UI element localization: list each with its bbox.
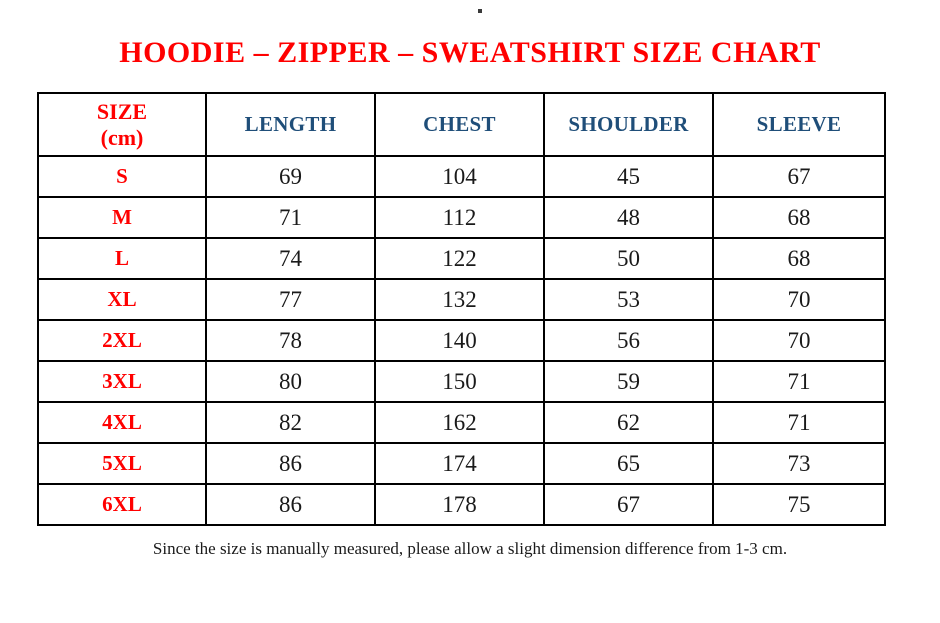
table-header-row: SIZE (cm) LENGTH CHEST SHOULDER SLEEVE (37, 92, 886, 157)
page-title: HOODIE – ZIPPER – SWEATSHIRT SIZE CHART (119, 36, 821, 69)
table-row-xl: XL 77 132 53 70 (37, 278, 886, 321)
table-row-l: L 74 122 50 68 (37, 237, 886, 280)
shoulder-value: 50 (543, 237, 714, 280)
size-label: S (37, 155, 207, 198)
size-label: L (37, 237, 207, 280)
size-header-line2: (cm) (100, 124, 144, 150)
chest-value: 104 (374, 155, 545, 198)
sleeve-value: 70 (712, 319, 886, 362)
sleeve-value: 73 (712, 442, 886, 485)
column-header-shoulder: SHOULDER (543, 92, 714, 157)
shoulder-value: 65 (543, 442, 714, 485)
sleeve-value: 71 (712, 360, 886, 403)
size-label: 5XL (37, 442, 207, 485)
length-value: 71 (205, 196, 376, 239)
length-value: 77 (205, 278, 376, 321)
table-row-4xl: 4XL 82 162 62 71 (37, 401, 886, 444)
chest-value: 150 (374, 360, 545, 403)
column-header-chest: CHEST (374, 92, 545, 157)
table-row-2xl: 2XL 78 140 56 70 (37, 319, 886, 362)
size-label: M (37, 196, 207, 239)
sleeve-value: 75 (712, 483, 886, 526)
sleeve-value: 67 (712, 155, 886, 198)
shoulder-value: 59 (543, 360, 714, 403)
size-label: 3XL (37, 360, 207, 403)
size-label: 6XL (37, 483, 207, 526)
length-value: 74 (205, 237, 376, 280)
chest-value: 122 (374, 237, 545, 280)
table-row-6xl: 6XL 86 178 67 75 (37, 483, 886, 526)
chest-value: 140 (374, 319, 545, 362)
sleeve-value: 68 (712, 196, 886, 239)
chest-value: 132 (374, 278, 545, 321)
column-header-length: LENGTH (205, 92, 376, 157)
sleeve-value: 71 (712, 401, 886, 444)
table-row-m: M 71 112 48 68 (37, 196, 886, 239)
chest-value: 112 (374, 196, 545, 239)
length-value: 86 (205, 483, 376, 526)
sleeve-value: 70 (712, 278, 886, 321)
length-value: 80 (205, 360, 376, 403)
shoulder-value: 45 (543, 155, 714, 198)
length-value: 82 (205, 401, 376, 444)
length-value: 86 (205, 442, 376, 485)
size-label: 2XL (37, 319, 207, 362)
tiny-dot-mark (478, 9, 482, 13)
length-value: 78 (205, 319, 376, 362)
shoulder-value: 62 (543, 401, 714, 444)
table-row-5xl: 5XL 86 174 65 73 (37, 442, 886, 485)
chest-value: 162 (374, 401, 545, 444)
chest-value: 178 (374, 483, 545, 526)
measurement-disclaimer: Since the size is manually measured, ple… (152, 539, 788, 558)
table-row-s: S 69 104 45 67 (37, 155, 886, 198)
shoulder-value: 67 (543, 483, 714, 526)
size-chart-table: SIZE (cm) LENGTH CHEST SHOULDER SLEEVE S… (37, 92, 886, 526)
size-label: XL (37, 278, 207, 321)
shoulder-value: 56 (543, 319, 714, 362)
column-header-sleeve: SLEEVE (712, 92, 886, 157)
table-row-3xl: 3XL 80 150 59 71 (37, 360, 886, 403)
length-value: 69 (205, 155, 376, 198)
shoulder-value: 53 (543, 278, 714, 321)
size-header-line1: SIZE (96, 99, 148, 125)
sleeve-value: 68 (712, 237, 886, 280)
size-label: 4XL (37, 401, 207, 444)
column-header-size: SIZE (cm) (37, 92, 207, 157)
size-chart-table-container: SIZE (cm) LENGTH CHEST SHOULDER SLEEVE S… (37, 92, 886, 526)
chest-value: 174 (374, 442, 545, 485)
shoulder-value: 48 (543, 196, 714, 239)
